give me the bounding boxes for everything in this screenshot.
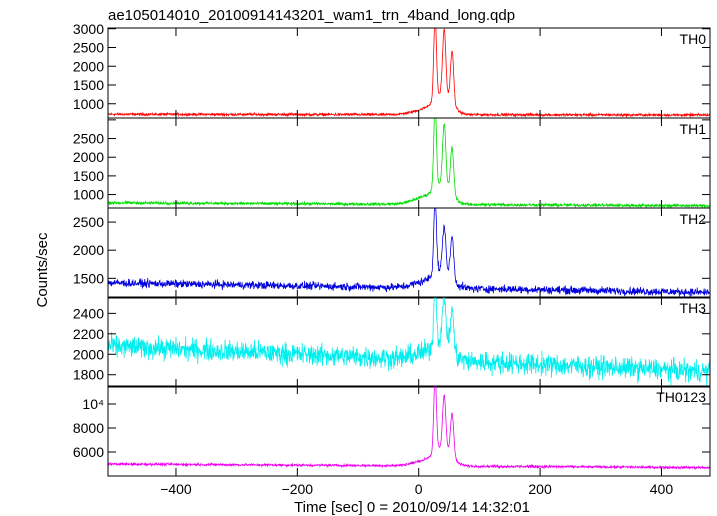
y-tick-label: 3000 — [73, 21, 104, 37]
panel-label: TH2 — [680, 211, 707, 227]
panel-th1: 1000 1500 2000 2500 TH1 — [73, 117, 711, 209]
y-tick-label: 1000 — [73, 96, 104, 112]
y-tick-label: 1500 — [73, 270, 104, 286]
panel-label: TH1 — [680, 121, 707, 137]
y-tick-label: 8000 — [73, 420, 104, 436]
panel-frame — [107, 117, 711, 209]
y-tick-label: 2500 — [73, 131, 104, 147]
y-tick-label: 6000 — [73, 444, 104, 460]
panel-frame — [107, 385, 711, 477]
y-tick-label: 1500 — [73, 77, 104, 93]
x-tick-label: −200 — [282, 481, 314, 497]
y-tick-label: 2000 — [73, 242, 104, 258]
x-tick-label: 200 — [528, 481, 552, 497]
y-tick-label: 2500 — [73, 214, 104, 230]
panels-group: 10001500200025003000TH01000150020002500T… — [73, 21, 711, 497]
panel-frame — [107, 27, 711, 119]
x-tick-label: 0 — [415, 481, 423, 497]
y-axis-label: Counts/sec — [34, 232, 51, 308]
panel-label: TH0123 — [656, 389, 706, 405]
y-tick-label: 1000 — [73, 187, 104, 203]
panel-th2: 1500 2000 2500 TH2 — [73, 207, 711, 299]
panel-th3: 1800 2000 2200 2400 TH3 — [73, 296, 711, 388]
series-line-th1 — [108, 118, 710, 208]
y-tick-label: 2400 — [73, 305, 104, 321]
y-tick-label: 1800 — [73, 367, 104, 383]
y-tick-label: 2000 — [73, 149, 104, 165]
panel-th0123: 6000 8000 10⁴ TH0123 — [73, 385, 711, 477]
x-tick-label: −400 — [160, 481, 192, 497]
y-tick-label: 2000 — [73, 58, 104, 74]
series-line-th2 — [108, 208, 710, 298]
panel-frame — [107, 296, 711, 388]
series-line-th0123 — [108, 386, 710, 471]
y-tick-label: 2200 — [73, 326, 104, 342]
panel-label: TH0 — [680, 31, 707, 47]
series-line-th0 — [108, 28, 710, 118]
y-tick-label: 2000 — [73, 346, 104, 362]
x-axis-label: Time [sec] 0 = 2010/09/14 14:32:01 — [294, 499, 530, 516]
panel-label: TH3 — [680, 300, 707, 316]
chart-title: ae105014010_20100914143201_wam1_trn_4ban… — [108, 7, 515, 24]
y-tick-label: 1500 — [73, 168, 104, 184]
panel-frame — [107, 207, 711, 299]
y-tick-label: 10⁴ — [82, 396, 104, 412]
y-tick-label: 2500 — [73, 40, 104, 56]
series-line-th3 — [108, 297, 710, 386]
x-tick-label: 400 — [650, 481, 674, 497]
panel-th0: 1000 1500 2000 2500 3000 TH0 — [73, 21, 711, 119]
